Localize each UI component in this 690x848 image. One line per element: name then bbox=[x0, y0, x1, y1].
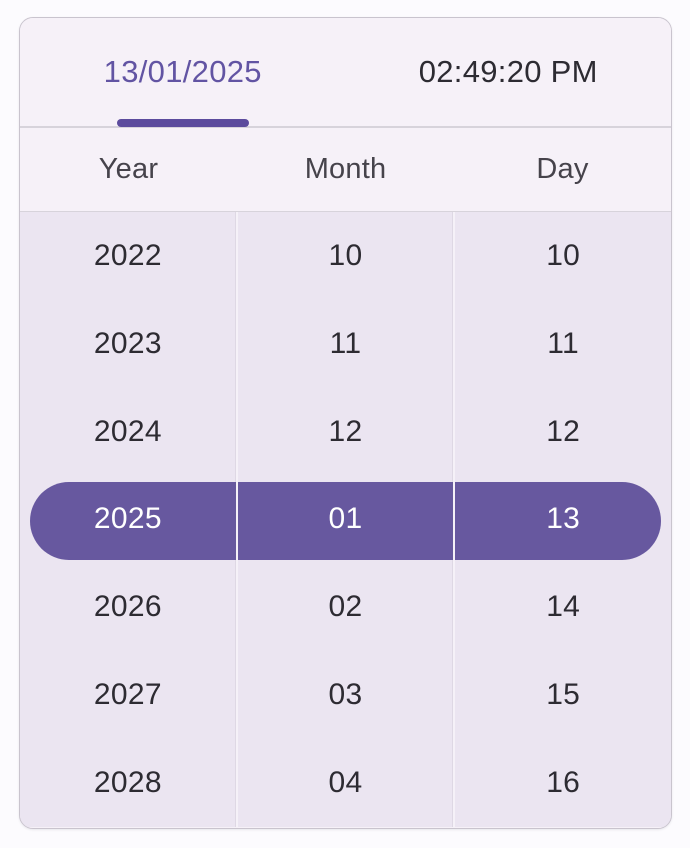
year-option[interactable]: 2022 bbox=[93, 238, 162, 272]
year-wheel[interactable]: 2022 2023 2024 2025 2026 2027 2028 bbox=[20, 212, 236, 827]
datetime-picker-dialog: 13/01/2025 02:49:20 PM Year Month Day 20… bbox=[19, 17, 672, 829]
day-option-selected[interactable]: 13 bbox=[546, 502, 581, 536]
year-option[interactable]: 2027 bbox=[93, 678, 162, 712]
day-option[interactable]: 16 bbox=[546, 765, 581, 799]
selected-row-highlight bbox=[30, 482, 661, 560]
day-column-header: Day bbox=[536, 153, 589, 185]
active-tab-indicator bbox=[116, 119, 249, 127]
day-option[interactable]: 11 bbox=[547, 326, 580, 360]
month-option-selected[interactable]: 01 bbox=[328, 502, 363, 536]
picker-tabs: 13/01/2025 02:49:20 PM bbox=[20, 18, 671, 128]
tab-date[interactable]: 13/01/2025 bbox=[20, 18, 346, 127]
time-tab-label: 02:49:20 PM bbox=[418, 54, 598, 89]
month-option[interactable]: 10 bbox=[328, 238, 363, 272]
wheel-body: 2022 2023 2024 2025 2026 2027 2028 10 11… bbox=[20, 212, 671, 827]
year-option[interactable]: 2023 bbox=[93, 326, 162, 360]
year-option[interactable]: 2026 bbox=[93, 590, 162, 624]
wheel-columns: 2022 2023 2024 2025 2026 2027 2028 10 11… bbox=[20, 212, 671, 827]
day-wheel[interactable]: 10 11 12 13 14 15 16 bbox=[453, 212, 671, 827]
tab-time[interactable]: 02:49:20 PM bbox=[346, 18, 672, 126]
month-column-header: Month bbox=[304, 153, 387, 185]
day-option[interactable]: 14 bbox=[546, 590, 581, 624]
month-option[interactable]: 04 bbox=[328, 765, 363, 799]
month-option[interactable]: 02 bbox=[328, 590, 363, 624]
month-option[interactable]: 12 bbox=[328, 414, 363, 448]
year-column-header: Year bbox=[98, 153, 159, 185]
date-tab-label: 13/01/2025 bbox=[103, 54, 262, 89]
year-option[interactable]: 2028 bbox=[93, 765, 162, 799]
month-option[interactable]: 03 bbox=[328, 678, 363, 712]
year-option-selected[interactable]: 2025 bbox=[93, 502, 162, 536]
year-option[interactable]: 2024 bbox=[93, 414, 162, 448]
day-option[interactable]: 12 bbox=[546, 414, 581, 448]
month-wheel[interactable]: 10 11 12 01 02 03 04 bbox=[235, 212, 454, 827]
month-option[interactable]: 11 bbox=[329, 326, 362, 360]
wheel-column-headers: Year Month Day bbox=[20, 128, 671, 212]
day-option[interactable]: 15 bbox=[546, 678, 581, 712]
day-option[interactable]: 10 bbox=[546, 238, 581, 272]
